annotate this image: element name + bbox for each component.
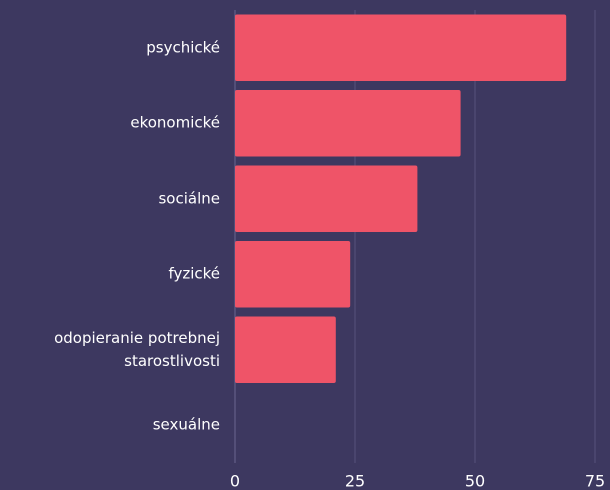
bar — [235, 316, 336, 383]
bar — [235, 14, 567, 81]
x-tick-label: 0 — [230, 472, 240, 490]
y-tick-label: fyzické — [168, 264, 220, 283]
bar — [235, 241, 351, 308]
y-tick-label: odopieranie potrebnej starostlivosti — [54, 328, 220, 370]
x-tick-label: 75 — [585, 472, 605, 490]
x-tick-label: 25 — [345, 472, 365, 490]
x-tick-label: 50 — [465, 472, 485, 490]
bar — [235, 90, 461, 157]
y-tick-label: sexuálne — [152, 415, 220, 434]
y-tick-label: ekonomické — [130, 113, 220, 132]
y-tick-label: sociálne — [158, 189, 220, 208]
bar — [235, 165, 418, 232]
y-tick-label: psychické — [146, 38, 220, 57]
